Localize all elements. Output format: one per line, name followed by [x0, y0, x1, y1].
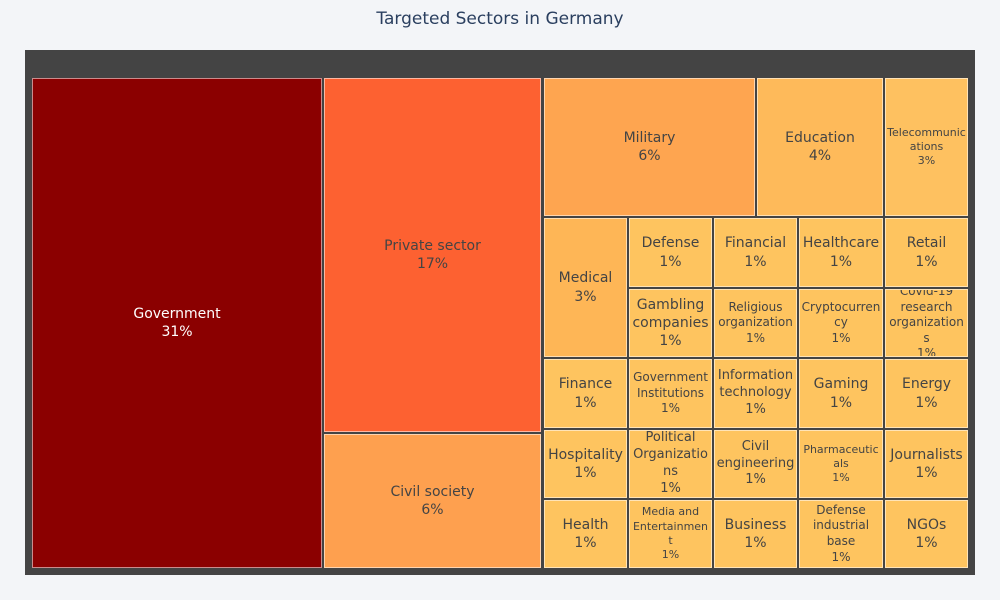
tile-label: Media and Entertainment	[632, 505, 709, 547]
tile-percent: 1%	[831, 549, 851, 564]
tile-percent: 1%	[660, 401, 681, 416]
tile-label: Health	[562, 516, 609, 533]
tile-percent: 1%	[829, 394, 853, 411]
treemap-tile[interactable]: Civil society 6%	[324, 434, 541, 568]
treemap-tile[interactable]: Healthcare 1%	[799, 218, 883, 287]
tile-label: Hospitality	[548, 446, 623, 463]
treemap-tile[interactable]: Finance 1%	[544, 359, 627, 428]
tile-label: Defense industrial base	[812, 502, 870, 548]
tile-percent: 31%	[161, 324, 193, 340]
tile-label: Private sector	[384, 237, 481, 254]
tile-label: Cryptocurrency	[801, 299, 881, 330]
treemap-tile[interactable]: Covid-19 research organizations 1%	[885, 289, 968, 357]
treemap-tile[interactable]: Cryptocurrency 1%	[799, 289, 883, 357]
tile-label: Government Institutions	[633, 370, 708, 400]
tile-percent: 1%	[574, 465, 597, 481]
treemap-tile[interactable]: Business 1%	[714, 500, 797, 568]
tile-label: Medical	[558, 270, 613, 287]
tile-label: Finance	[558, 376, 613, 393]
treemap-tile[interactable]: NGOs 1%	[885, 500, 968, 568]
tile-percent: 1%	[915, 535, 938, 551]
tile-percent: 1%	[831, 330, 851, 345]
tile-label: Education	[785, 129, 855, 146]
tile-label: Financial	[724, 235, 787, 252]
tile-label: Healthcare	[802, 235, 880, 252]
tile-percent: 1%	[745, 330, 766, 345]
tile-percent: 3%	[917, 154, 936, 168]
tile-percent: 1%	[659, 253, 682, 270]
tile-percent: 1%	[659, 333, 682, 350]
tile-percent: 1%	[745, 472, 766, 488]
tile-percent: 1%	[915, 253, 938, 270]
tile-percent: 1%	[916, 346, 937, 357]
treemap-tile[interactable]: Defense 1%	[629, 218, 712, 287]
tile-label: Defense	[641, 235, 700, 252]
treemap-tile[interactable]: Government Institutions 1%	[629, 359, 712, 428]
tile-percent: 1%	[661, 548, 680, 562]
treemap-tile[interactable]: Journalists 1%	[885, 430, 968, 498]
tile-percent: 1%	[915, 465, 938, 481]
tile-label: Retail	[906, 235, 947, 252]
treemap-tile[interactable]: Health 1%	[544, 500, 627, 568]
tile-label: Religious organization	[718, 299, 793, 330]
tile-label: Civil society	[390, 483, 475, 500]
tile-percent: 1%	[829, 253, 853, 270]
tile-label: Energy	[901, 376, 951, 393]
treemap-root[interactable]: Government 31% Private sector 17% Civil soci…	[25, 50, 975, 575]
tile-percent: 6%	[421, 502, 444, 518]
treemap-tile[interactable]: Defense industrial base 1%	[799, 500, 883, 568]
tile-percent: 1%	[744, 535, 767, 551]
chart-title: Targeted Sectors in Germany	[376, 9, 624, 29]
tile-label: Civil engineering	[716, 438, 795, 471]
tile-label: Telecommunications	[887, 125, 966, 153]
treemap-tile[interactable]: Medical 3%	[544, 218, 627, 357]
tile-label: Military	[623, 129, 676, 146]
tile-label: Gambling companies	[632, 296, 709, 331]
treemap-tile[interactable]: Religious organization 1%	[714, 289, 797, 357]
tile-percent: 1%	[832, 471, 850, 485]
tile-percent: 1%	[745, 401, 766, 417]
tile-percent: 1%	[744, 253, 767, 270]
tile-percent: 3%	[574, 288, 597, 305]
tile-label: NGOs	[906, 516, 947, 533]
tile-label: Information technology	[717, 368, 794, 401]
treemap-tile[interactable]: Media and Entertainment 1%	[629, 500, 712, 568]
tile-label: Political Organizations	[633, 430, 708, 479]
treemap-tile[interactable]: Hospitality 1%	[544, 430, 627, 498]
treemap-tile[interactable]: Financial 1%	[714, 218, 797, 287]
treemap-tile[interactable]: Retail 1%	[885, 218, 968, 287]
treemap-tile[interactable]: Gaming 1%	[799, 359, 883, 428]
tile-percent: 1%	[574, 535, 597, 551]
tile-percent: 1%	[574, 394, 597, 411]
treemap-tile[interactable]: Military 6%	[544, 78, 755, 216]
treemap-tile[interactable]: Energy 1%	[885, 359, 968, 428]
tile-label: Business	[724, 516, 787, 533]
tile-percent: 4%	[808, 148, 832, 164]
treemap-tile[interactable]: Gambling companies 1%	[629, 289, 712, 357]
treemap-tile[interactable]: Education 4%	[757, 78, 883, 216]
treemap-tile[interactable]: Political Organizations 1%	[629, 430, 712, 498]
treemap-tile[interactable]: Civil engineering 1%	[714, 430, 797, 498]
treemap-tile[interactable]: Private sector 17%	[324, 78, 541, 432]
treemap-tile[interactable]: Information technology 1%	[714, 359, 797, 428]
tile-percent: 6%	[638, 148, 661, 164]
tile-label: Government	[133, 305, 221, 322]
tile-percent: 17%	[416, 256, 449, 272]
treemap-tile[interactable]: Government 31%	[32, 78, 322, 568]
tile-percent: 1%	[915, 394, 938, 411]
treemap-tile[interactable]: Telecommunications 3%	[885, 78, 968, 216]
tile-label: Pharmaceuticals	[803, 442, 879, 470]
tile-percent: 1%	[660, 480, 681, 496]
tile-label: Covid-19 research organizations	[889, 289, 964, 345]
tile-label: Journalists	[890, 446, 963, 463]
tile-label: Gaming	[813, 376, 869, 393]
treemap-tile[interactable]: Pharmaceuticals 1%	[799, 430, 883, 498]
